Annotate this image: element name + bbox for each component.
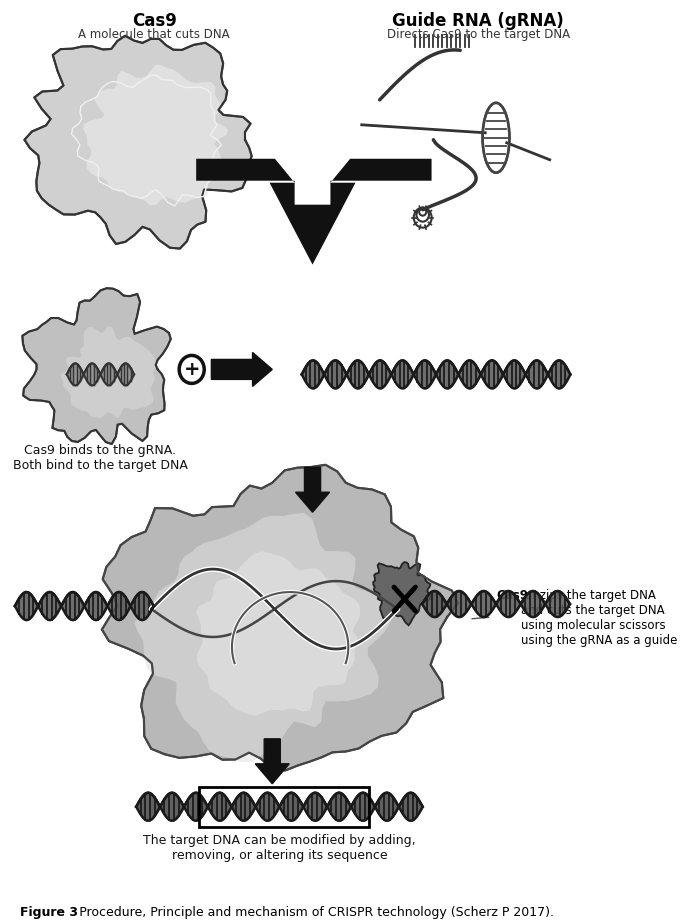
- Polygon shape: [134, 513, 392, 762]
- Text: Cas9 binds to the gRNA.
Both bind to the target DNA: Cas9 binds to the gRNA. Both bind to the…: [13, 444, 188, 472]
- Polygon shape: [61, 326, 156, 419]
- Text: Directs Cas9 to the target DNA: Directs Cas9 to the target DNA: [386, 28, 569, 41]
- FancyArrow shape: [255, 739, 290, 784]
- FancyArrow shape: [211, 352, 272, 386]
- Text: unzips the target DNA
and cuts the target DNA
using molecular scissors
using the: unzips the target DNA and cuts the targe…: [521, 589, 677, 647]
- Circle shape: [179, 356, 205, 384]
- FancyArrow shape: [296, 467, 330, 513]
- Polygon shape: [22, 289, 171, 444]
- Polygon shape: [102, 465, 458, 771]
- Polygon shape: [83, 65, 228, 206]
- Text: The target DNA can be modified by adding,
removing, or altering its sequence: The target DNA can be modified by adding…: [143, 833, 416, 862]
- Polygon shape: [24, 36, 252, 249]
- Bar: [199, 786, 369, 827]
- Text: +: +: [183, 360, 200, 379]
- Text: Cas9: Cas9: [496, 589, 528, 602]
- Polygon shape: [373, 562, 431, 625]
- Text: : Procedure, Principle and mechanism of CRISPR technology (Scherz P 2017).: : Procedure, Principle and mechanism of …: [71, 905, 554, 918]
- Text: A molecule that cuts DNA: A molecule that cuts DNA: [78, 28, 230, 41]
- Text: Cas9: Cas9: [132, 12, 176, 30]
- Text: Figure 3: Figure 3: [20, 905, 78, 918]
- Text: Guide RNA (gRNA): Guide RNA (gRNA): [392, 12, 564, 30]
- Polygon shape: [196, 551, 360, 715]
- Polygon shape: [196, 159, 432, 265]
